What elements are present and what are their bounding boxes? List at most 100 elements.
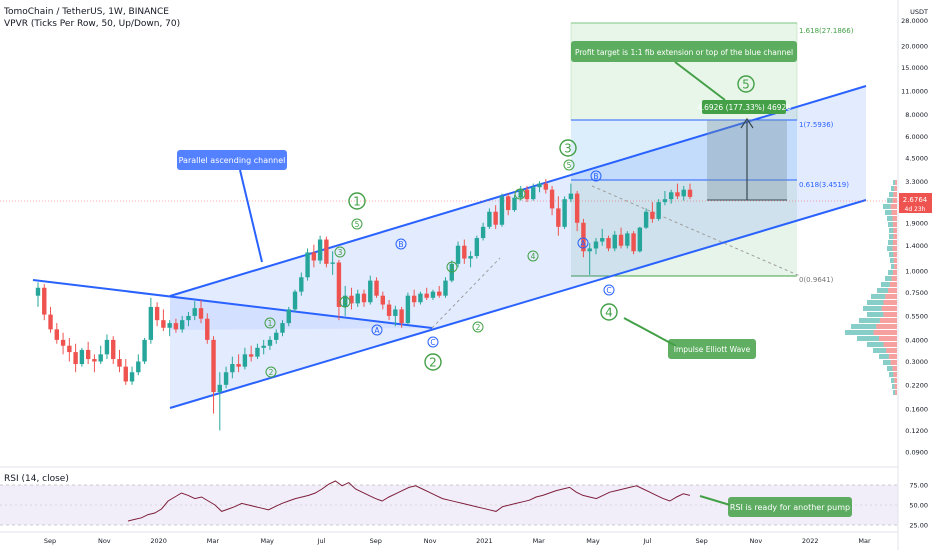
volume-profile-bar-down (886, 348, 897, 353)
candle-body (48, 314, 53, 330)
price-axis-currency: USDT (910, 8, 928, 16)
volume-profile-bar-down (895, 390, 897, 395)
target-callout-pointer (674, 61, 726, 101)
channel-upper-line[interactable] (169, 85, 867, 297)
descending-trendline[interactable] (32, 279, 433, 329)
candle-body (637, 227, 643, 252)
fib-zone-mid (571, 120, 797, 180)
time-tick-label: Sep (44, 537, 56, 545)
wave-minor-label: 4 (531, 252, 536, 261)
candle-body (173, 323, 179, 330)
candle-body (286, 309, 291, 324)
time-tick-label: May (260, 537, 274, 545)
price-tick-label: 11.0000 (901, 87, 928, 95)
measure-label-bg (702, 100, 786, 114)
candle-body (612, 234, 617, 249)
candle-body (593, 241, 599, 249)
volume-profile-bar-up (885, 276, 892, 281)
candle-body (305, 252, 310, 278)
impulse-callout-pointer (623, 317, 677, 347)
volume-profile-bar-down (892, 270, 897, 275)
price-axis-bg (898, 0, 932, 467)
volume-profile-bar-up (893, 390, 896, 395)
candle-body (524, 189, 530, 200)
wave-minor-circle (339, 296, 351, 308)
candle-body (600, 238, 605, 242)
candle-body (418, 293, 423, 303)
candle-body (543, 183, 549, 190)
candle-body (662, 199, 668, 203)
rsi-title[interactable]: RSI (14, close) (4, 474, 69, 484)
channel-lower-line[interactable] (169, 199, 867, 409)
volume-profile-bar-down (893, 228, 897, 233)
price-tick-label: 0.7500 (905, 289, 928, 297)
ascending-channel-fill (170, 86, 866, 408)
wave-minor-label: 1 (268, 319, 273, 328)
wave-corrective-label: B (398, 240, 403, 249)
wave-minor-label: 1 (450, 263, 455, 272)
volume-profile-bar-down (891, 276, 897, 281)
candle-body (79, 349, 85, 365)
candle-body (104, 339, 110, 355)
rsi-tick-label: 50.00 (909, 502, 928, 510)
wave-minor-circle (446, 261, 458, 273)
wave-major-circle (559, 139, 577, 157)
wave-minor-circle (527, 250, 539, 262)
wave-major-circle (424, 353, 442, 371)
candle-body (386, 304, 392, 316)
last-price-badge (899, 193, 932, 213)
volume-profile-bar-down (888, 354, 897, 359)
volume-profile-bar-down (888, 288, 897, 293)
volume-profile-bar-up (871, 294, 886, 299)
chart-title[interactable]: TomoChain / TetherUS, 1W, BINANCE (4, 7, 169, 17)
volume-profile-bar-up (893, 180, 896, 185)
measure-label: 4.6926 (177.33%) 46926 (697, 103, 791, 112)
candle-body (531, 187, 536, 200)
rsi-callout-box[interactable] (728, 497, 852, 517)
candle-body (625, 233, 630, 246)
volume-profile-bar-up (891, 378, 895, 383)
wave-minor-label: 3 (518, 190, 523, 199)
candle-body (512, 197, 517, 211)
candle-body (349, 295, 354, 304)
volume-profile-bar-up (889, 372, 894, 377)
channel-callout-box[interactable] (177, 150, 287, 170)
candle-body (324, 239, 329, 264)
volume-profile-bar-down (883, 312, 897, 317)
volume-profile-bar-up (883, 360, 891, 365)
price-tick-label: 1.4000 (905, 242, 928, 250)
fib-extension-tool[interactable] (570, 22, 798, 277)
wave-corrective-label: B (593, 172, 598, 181)
price-tick-label: 4.5000 (905, 154, 928, 162)
wave-major-circle (600, 303, 618, 321)
wave-corrective-label: C (606, 286, 611, 295)
candle-body (643, 211, 649, 228)
candle-body (393, 309, 398, 316)
indicator-title[interactable]: VPVR (Ticks Per Row, 50, Up/Down, 70) (4, 19, 181, 29)
volume-profile-bar-down (891, 210, 897, 215)
volume-profile-bar-down (873, 330, 897, 335)
candle-body (92, 359, 97, 362)
impulse-callout-box[interactable] (668, 339, 756, 359)
candle-body (556, 208, 561, 227)
volume-profile-bar-down (889, 282, 897, 287)
price-tick-label: 8.0000 (905, 111, 928, 119)
candle-body (261, 345, 266, 348)
wave-minor-circle (351, 218, 363, 230)
target-callout-box[interactable] (571, 41, 797, 62)
candle-body (443, 280, 448, 296)
candle-body (574, 193, 580, 223)
volume-profile-bar-up (887, 216, 893, 221)
volume-profile-bar-up (845, 330, 874, 335)
candle-body (424, 293, 429, 298)
volume-profile-bar-up (879, 354, 889, 359)
target-callout-text: Profit target is 1:1 fib extension or to… (575, 48, 793, 57)
candle-body (299, 277, 304, 292)
candle-body (317, 239, 323, 261)
candle-body (505, 196, 511, 211)
wave-corrective-circle (395, 238, 407, 250)
candle-body (437, 291, 442, 296)
time-tick-label: Mar (207, 537, 220, 545)
volume-profile-bar-up (881, 282, 890, 287)
